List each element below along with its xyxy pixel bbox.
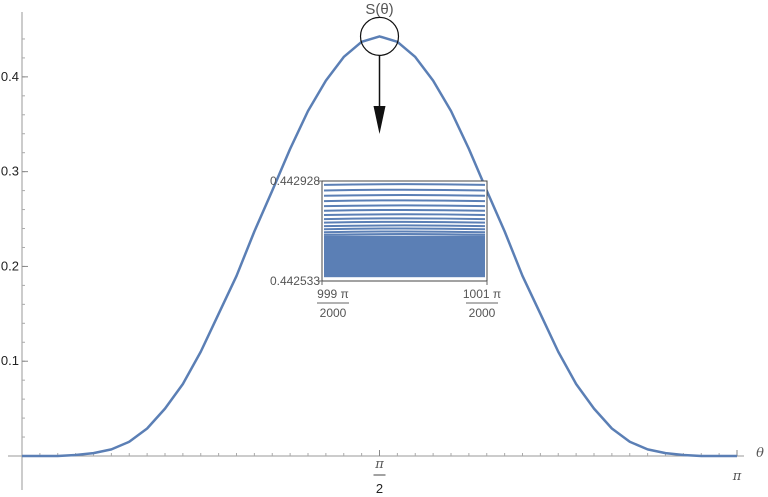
inset-level-line — [323, 233, 486, 236]
inset-x-tick-denominator: 2000 — [320, 306, 347, 320]
inset-level-line — [323, 194, 486, 197]
inset-level-line — [323, 227, 486, 231]
annotation-label: S(θ) — [365, 1, 393, 18]
inset-level-line — [323, 217, 486, 221]
inset-x-tick-numerator: 1001 π — [463, 287, 501, 301]
y-tick-label: 0.3 — [1, 164, 19, 179]
inset-level-line — [323, 220, 486, 224]
x-tick-label: π — [732, 469, 742, 484]
inset-dense-band — [324, 235, 485, 278]
inset-level-line — [323, 224, 486, 228]
annotation-arrowhead — [373, 106, 386, 134]
inset-level-line — [323, 199, 486, 203]
x-tick-numerator: π — [374, 457, 384, 472]
y-tick-label: 0.2 — [1, 258, 19, 273]
main-series — [22, 35, 737, 458]
annotation: S(θ) — [359, 1, 400, 134]
inset-x-tick-denominator: 2000 — [469, 306, 496, 320]
inset-x-tick-numerator: 999 π — [317, 287, 349, 301]
series-line — [22, 35, 737, 458]
inset-y-tick-label: 0.442533 — [270, 274, 320, 288]
y-tick-label: 0.1 — [1, 353, 19, 368]
inset-level-line — [323, 183, 486, 186]
x-tick-denominator: 2 — [376, 481, 383, 496]
inset-level-line — [323, 213, 486, 217]
x-axis-label: θ — [756, 446, 764, 461]
inset-level-line — [323, 230, 486, 234]
inset-level-line — [323, 208, 486, 212]
inset-level-line — [323, 204, 486, 208]
inset-level-line — [323, 188, 486, 192]
y-tick-label: 0.4 — [1, 69, 19, 84]
inset-y-tick-label: 0.442928 — [270, 174, 320, 188]
